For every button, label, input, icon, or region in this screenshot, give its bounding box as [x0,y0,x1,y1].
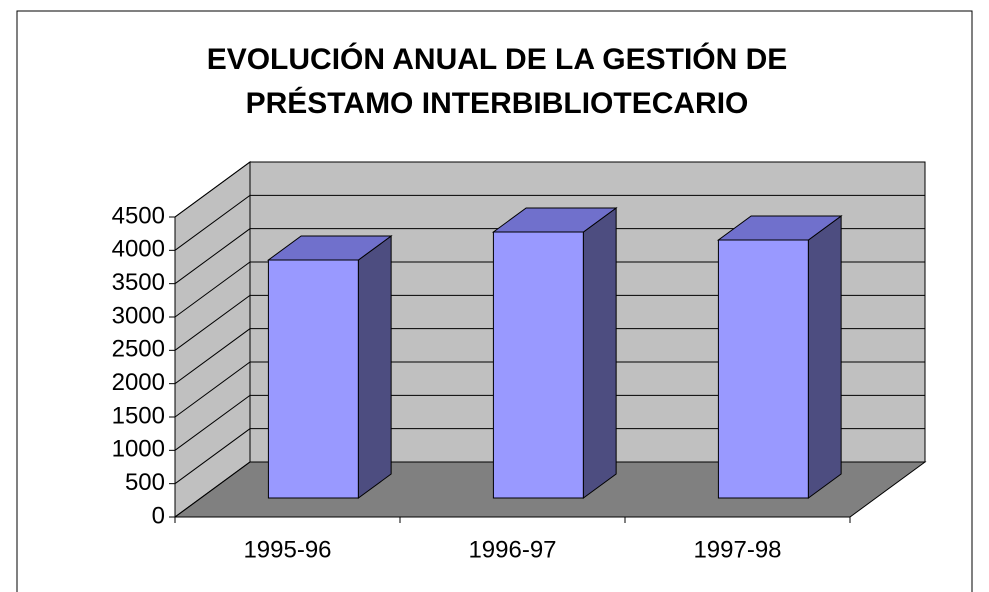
grid-line [174,194,925,251]
bar-front [492,231,584,499]
grid-line [174,294,925,351]
bar-side [582,207,617,499]
bar-top [266,235,393,261]
bar-front [717,239,809,499]
y-tick-label: 1500 [112,402,165,429]
bar [716,215,843,499]
grid-line [174,328,925,385]
y-tick-label: 4000 [112,236,165,263]
grid-line [174,161,925,218]
grid-line [174,261,925,318]
grid-line [174,394,925,451]
x-tick-label: 1997-98 [693,536,781,563]
bar-side [807,215,842,499]
chart-title: EVOLUCIÓN ANUAL DE LA GESTIÓN DE PRÉSTAM… [206,43,788,120]
bar [491,207,618,499]
y-tick-label: 3000 [112,302,165,329]
bar-side [357,235,392,499]
grid-line [174,461,925,518]
bar-top [716,215,843,241]
y-tick-label: 1000 [112,436,165,463]
bar [266,235,393,499]
y-tick-label: 2000 [112,369,165,396]
grid-line [174,428,925,485]
left-wall [174,161,251,518]
bar-front [267,259,359,499]
y-tick-label: 500 [125,469,165,496]
y-tick-label: 4500 [112,202,165,229]
y-tick-label: 2500 [112,336,165,363]
y-tick-label: 0 [152,502,165,529]
grid-line [174,228,925,285]
x-tick-label: 1995-96 [243,536,331,563]
bar-top [491,207,618,233]
grid-line [174,361,925,418]
x-tick-label: 1996-97 [468,536,556,563]
y-tick-label: 3500 [112,269,165,296]
